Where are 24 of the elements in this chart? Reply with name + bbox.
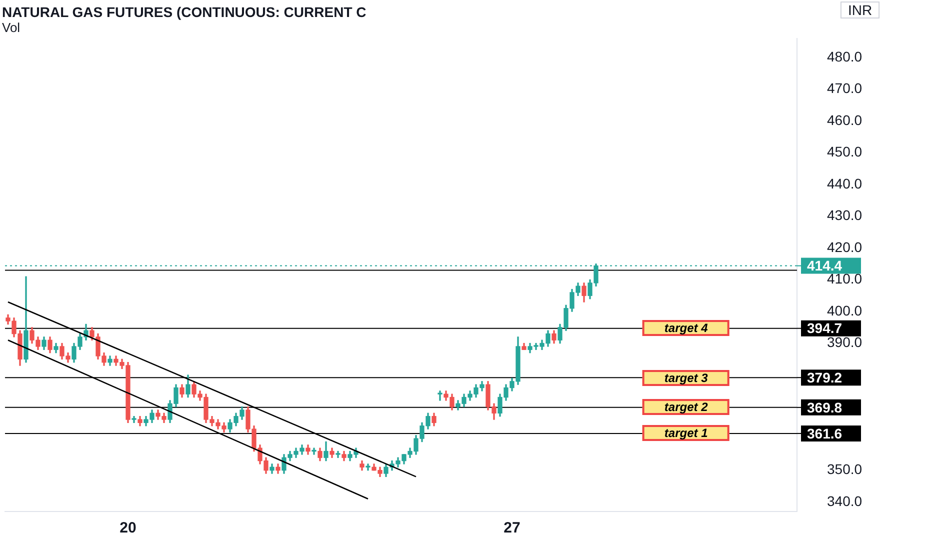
callout-box: target 1 [642, 425, 730, 442]
y-tick-label: 470.0 [827, 80, 862, 96]
y-tick-label: 460.0 [827, 112, 862, 128]
callout-box: target 3 [642, 370, 730, 386]
ref-line-label: 379.2 [807, 369, 842, 386]
y-tick-label: 390.0 [827, 334, 862, 350]
y-tick-label: 430.0 [827, 207, 862, 224]
y-tick-label: 400.0 [827, 302, 862, 318]
chart-subtitle: Vol [2, 20, 20, 35]
y-tick-label: 480.0 [827, 48, 862, 64]
ref-line-label: 361.6 [807, 425, 842, 442]
x-tick-label: 27 [504, 520, 520, 537]
y-axis-title: INR [848, 2, 872, 18]
y-tick-label: 340.0 [827, 492, 862, 509]
y-tick-label: 350.0 [827, 461, 862, 478]
callout-box: target 2 [642, 399, 730, 416]
y-tick-label: 420.0 [827, 238, 862, 255]
ref-line-label: 394.7 [807, 320, 842, 336]
y-tick-label: 450.0 [827, 144, 862, 160]
callout-box: target 4 [642, 320, 730, 336]
x-tick-label: 20 [120, 520, 136, 537]
y-tick-label: 440.0 [827, 175, 862, 192]
ref-line-label: 369.8 [807, 399, 842, 416]
chart-title: NATURAL GAS FUTURES (CONTINUOUS: CURRENT C [2, 4, 366, 20]
